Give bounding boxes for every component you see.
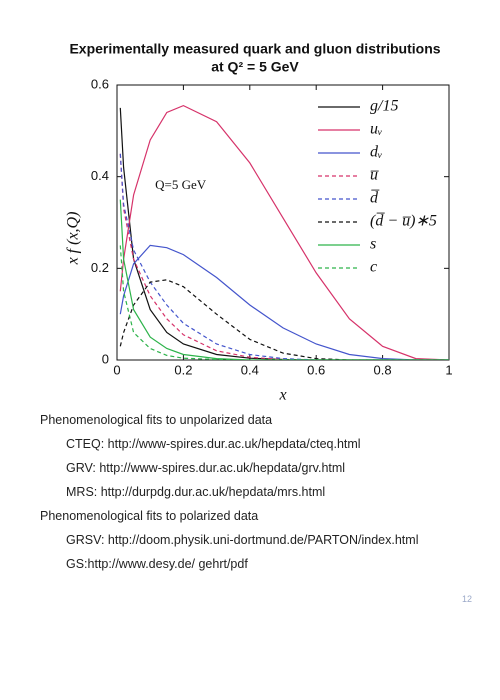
series-line xyxy=(119,107,449,360)
plot-lines xyxy=(119,104,449,360)
legend-label: g/15 xyxy=(370,98,398,115)
y-tick-label: 0.2 xyxy=(91,260,109,275)
series-line xyxy=(119,245,449,360)
link-item: MRS: http://durpdg.dur.ac.uk/hepdata/mrs… xyxy=(66,485,326,499)
y-axis-label: x f (x,Q) xyxy=(65,212,82,266)
x-tick-label: 1 xyxy=(445,362,452,377)
legend-label: s xyxy=(370,236,376,253)
legend-label: u̅ xyxy=(370,167,379,184)
series-line xyxy=(119,104,449,360)
chart-title: at Q² = 5 GeV xyxy=(211,59,299,75)
x-tick-label: 0.8 xyxy=(374,362,392,377)
x-tick-label: 0.4 xyxy=(241,362,259,377)
section-heading: Phenomenological fits to polarized data xyxy=(40,509,259,523)
x-tick-label: 0.2 xyxy=(174,362,192,377)
legend-label: c xyxy=(370,259,377,276)
legend-label: (d̅ − u̅)∗5 xyxy=(370,212,437,230)
y-tick-label: 0.4 xyxy=(91,168,109,183)
page-number: 12 xyxy=(462,594,473,604)
link-item: CTEQ: http://www-spires.dur.ac.uk/hepdat… xyxy=(66,437,361,451)
section-heading: Phenomenological fits to unpolarized dat… xyxy=(40,413,273,427)
link-item: GS:http://www.desy.de/ gehrt/pdf xyxy=(66,557,248,571)
legend-label: dᵥ xyxy=(370,144,382,161)
series-line xyxy=(119,153,449,360)
x-tick-label: 0.6 xyxy=(307,362,325,377)
link-item: GRV: http://www-spires.dur.ac.uk/hepdata… xyxy=(66,461,346,475)
series-line xyxy=(119,279,449,360)
legend-label: d̅ xyxy=(370,189,379,207)
y-tick-label: 0.6 xyxy=(91,76,109,91)
x-tick-label: 0 xyxy=(113,362,120,377)
chart-title: Experimentally measured quark and gluon … xyxy=(69,41,440,57)
y-tick-label: 0 xyxy=(102,351,109,366)
legend-label: uᵥ xyxy=(370,121,382,138)
annotation: Q=5 GeV xyxy=(155,177,207,192)
x-axis-label: x xyxy=(278,387,286,404)
series-line xyxy=(119,244,449,360)
link-item: GRSV: http://doom.physik.uni-dortmund.de… xyxy=(66,533,419,547)
chart: Experimentally measured quark and gluon … xyxy=(65,41,453,404)
